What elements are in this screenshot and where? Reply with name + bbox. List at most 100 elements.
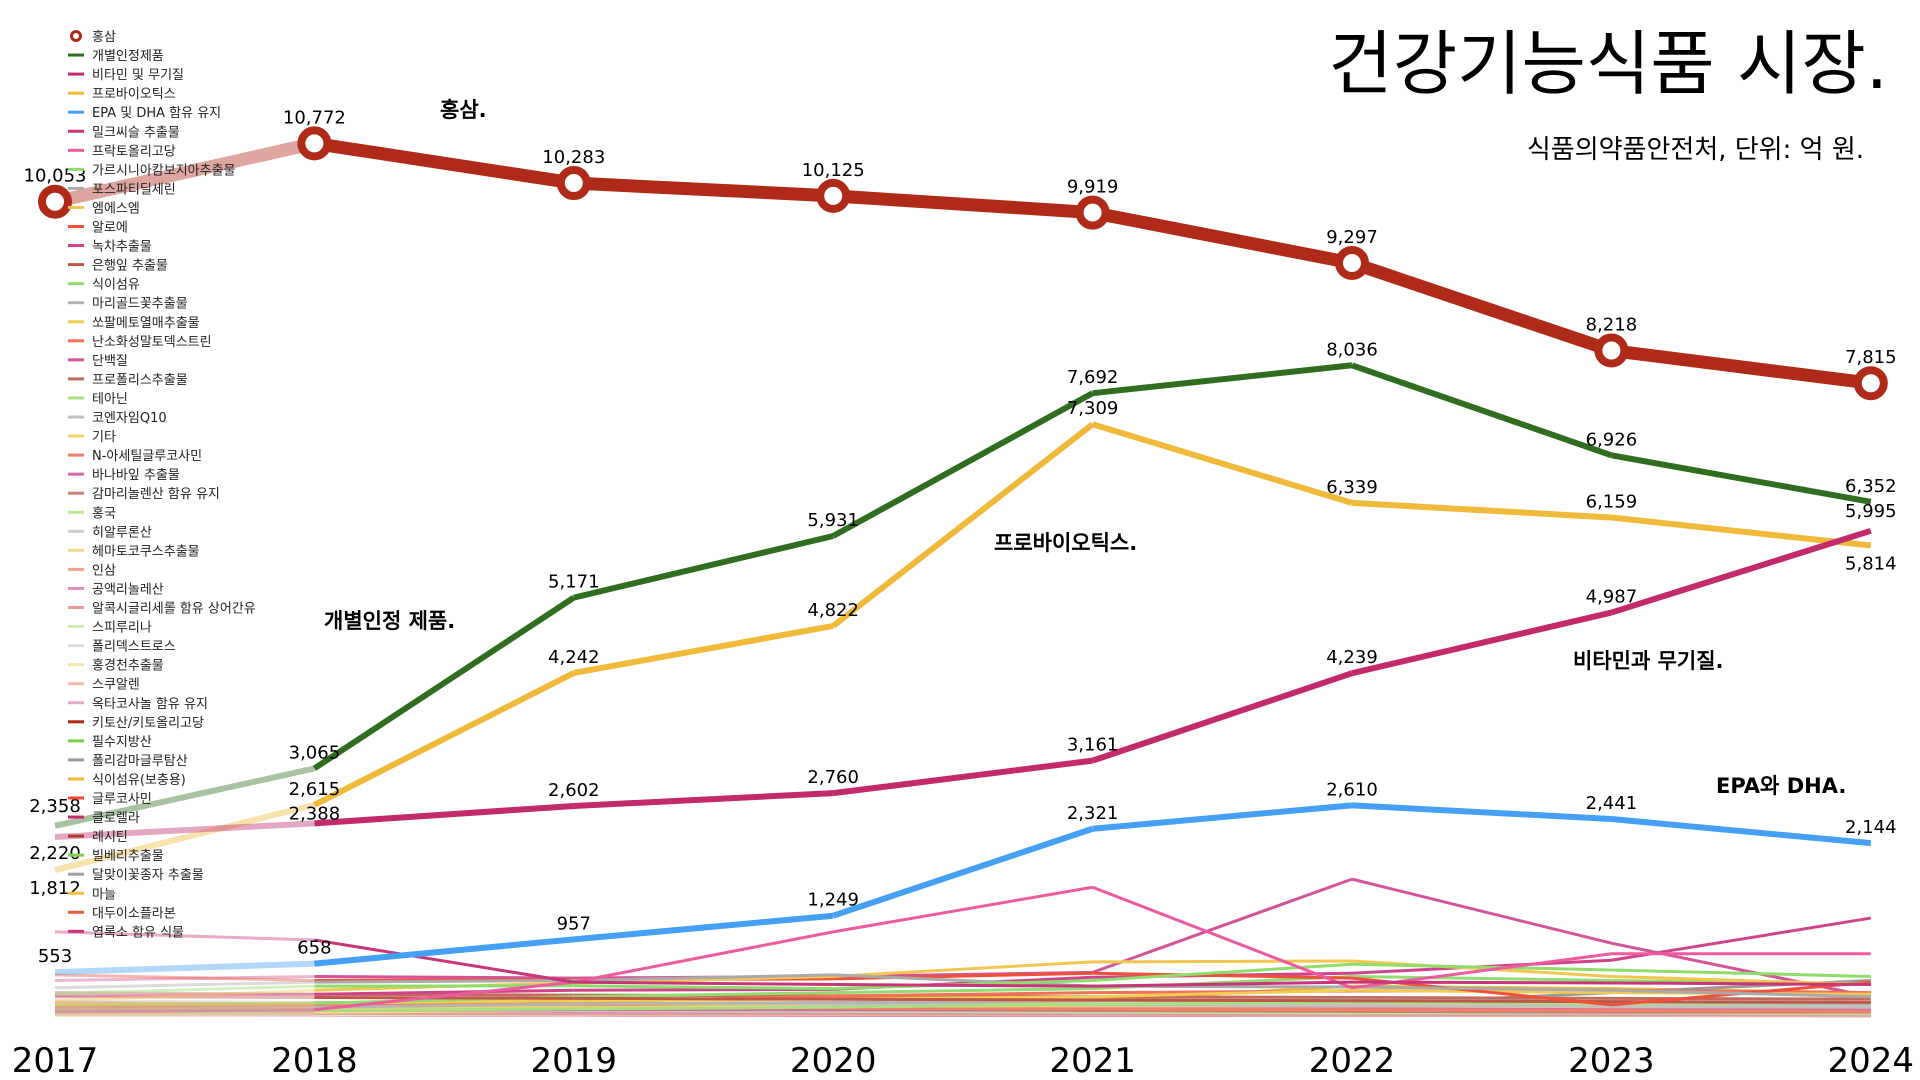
line-segment: [1351, 609, 1613, 677]
line-segment: [54, 1006, 315, 1011]
legend-item[interactable]: 바나바잎 추출물: [68, 468, 180, 483]
legend-item[interactable]: 코엔자임Q10: [68, 411, 167, 426]
legend-label: 가르시니아캄보지아추출물: [92, 163, 236, 178]
line-segment: [1092, 998, 1353, 1003]
legend-item[interactable]: 알콕시글리세롤 함유 상어간유: [68, 602, 256, 617]
line-segment: [54, 999, 315, 1004]
legend-item[interactable]: 감마리놀렌산 함유 유지: [68, 487, 220, 502]
data-point-marker: [38, 184, 72, 219]
legend-item[interactable]: 클로렐라: [68, 811, 140, 826]
legend-item[interactable]: 식이섬유: [68, 278, 140, 293]
legend-item[interactable]: 옥타코사놀 함유 유지: [68, 697, 208, 712]
legend-item[interactable]: 기타: [68, 430, 116, 445]
line-segment: [573, 991, 834, 999]
data-label: 10,283: [542, 147, 605, 168]
legend-item[interactable]: 엽록소 함유 식물: [68, 925, 184, 940]
data-label: 2,615: [289, 779, 341, 800]
line-segment: [1610, 344, 1872, 390]
legend-item[interactable]: 글루코사민: [68, 792, 152, 807]
legend-item[interactable]: 쏘팔메토열매추출물: [68, 316, 200, 331]
legend-item[interactable]: 달맞이꽃종자 추출물: [68, 868, 204, 883]
legend-item[interactable]: 키토산/키토올리고당: [68, 716, 204, 731]
legend-item[interactable]: 식이섬유(보충용): [68, 773, 186, 788]
line-segment: [1092, 980, 1353, 988]
data-point-marker: [1075, 195, 1110, 230]
legend-item[interactable]: 마리골드꽃추출물: [68, 297, 188, 312]
legend-label: 홍국: [92, 506, 116, 521]
data-label: 2,144: [1845, 817, 1897, 838]
legend-item[interactable]: 프로바이오틱스: [68, 87, 176, 102]
data-point-marker: [1853, 366, 1888, 401]
series-line: [54, 362, 1872, 829]
data-label: 9,919: [1067, 177, 1119, 198]
data-label: 5,931: [807, 510, 859, 531]
line-segment: [1611, 968, 1871, 978]
legend-label: 알로에: [92, 221, 128, 236]
legend-item[interactable]: 테아닌: [68, 392, 128, 407]
legend-item[interactable]: 스쿠알렌: [68, 678, 140, 693]
line-segment: [1092, 971, 1353, 980]
legend-item[interactable]: 홍삼: [70, 30, 116, 45]
legend-label: 식이섬유(보충용): [92, 773, 186, 788]
legend-label: 포스파티딜세린: [92, 182, 176, 197]
legend-item[interactable]: 홍경천추출물: [68, 659, 164, 674]
legend-item[interactable]: 인삼: [68, 563, 116, 578]
legend-item[interactable]: 프로폴리스추출물: [68, 373, 188, 388]
legend-item[interactable]: N-아세틸글루코사민: [68, 449, 202, 464]
legend-item[interactable]: 공액리놀레산: [68, 582, 164, 597]
legend-item[interactable]: 개별인정제품: [68, 49, 164, 64]
legend-item[interactable]: 알로에: [68, 221, 128, 236]
line-segment: [573, 996, 834, 1001]
legend-item[interactable]: 헤마토코쿠스추출물: [68, 544, 200, 559]
annotation-vitamins: 비타민과 무기질.: [1573, 649, 1724, 673]
series-line: [53, 136, 1872, 390]
line-segment: [573, 1000, 834, 1006]
legend-label: 단백질: [92, 354, 128, 369]
legend-label: 은행잎 추출물: [92, 258, 168, 274]
line-segment: [54, 930, 315, 942]
data-label: 10,125: [802, 160, 865, 181]
annotation-red-ginseng: 홍삼.: [440, 98, 487, 122]
legend-item[interactable]: 필수지방산: [68, 735, 152, 750]
x-tick-label: 2023: [1568, 1041, 1655, 1080]
legend-item[interactable]: 홍국: [68, 506, 116, 521]
legend-item[interactable]: 난소화성말토덱스트린: [68, 335, 212, 350]
line-segment: [54, 991, 315, 996]
legend-item[interactable]: 레시틴: [68, 830, 128, 845]
data-label: 2,602: [548, 780, 600, 801]
legend-item[interactable]: 밀크씨슬 추출물: [68, 125, 180, 140]
legend-item[interactable]: EPA 및 DHA 함유 유지: [68, 106, 221, 121]
line-segment: [54, 973, 315, 983]
legend-item[interactable]: 녹차추출물: [68, 240, 152, 255]
line-segment: [54, 1007, 315, 1012]
legend-item[interactable]: 스피루리나: [68, 621, 152, 636]
line-segment: [1611, 1009, 1871, 1013]
line-segment: [1092, 1010, 1353, 1015]
legend-label: 클로렐라: [92, 811, 140, 826]
line-segment: [314, 980, 574, 1012]
legend-item[interactable]: 폴리덱스트로스: [68, 640, 176, 655]
series-line: [54, 962, 1871, 995]
legend-item[interactable]: 프락토올리고당: [68, 144, 176, 159]
legend-item[interactable]: 비타민 및 무기질: [68, 68, 184, 83]
line-segment: [832, 757, 1093, 797]
legend-item[interactable]: 폴리감마글루탐산: [68, 754, 188, 769]
legend-item[interactable]: 엠에스엠: [68, 201, 140, 216]
data-label: 658: [297, 938, 331, 959]
legend-item[interactable]: 히알루론산: [68, 525, 152, 540]
legend-item[interactable]: 대두이소플라본: [68, 906, 176, 921]
legend-item[interactable]: 빌베리추출물: [68, 849, 164, 864]
line-segment: [1351, 1009, 1612, 1014]
legend-item[interactable]: 단백질: [68, 354, 128, 369]
legend-item[interactable]: 은행잎 추출물: [68, 258, 168, 274]
series-line: [54, 527, 1872, 840]
legend-item[interactable]: 포스파티딜세린: [68, 182, 176, 197]
legend-label: 프로바이오틱스: [92, 87, 176, 102]
legend-item[interactable]: 가르시니아캄보지아추출물: [68, 163, 236, 178]
legend-item[interactable]: 마늘: [68, 887, 116, 902]
line-segment: [1351, 1008, 1612, 1013]
data-label: 2,610: [1326, 779, 1378, 800]
x-tick-label: 2024: [1828, 1041, 1915, 1080]
legend-label: 홍삼: [92, 30, 116, 45]
